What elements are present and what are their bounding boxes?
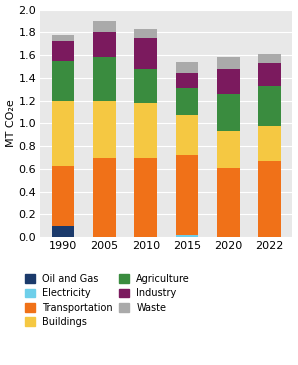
Bar — [52, 35, 74, 42]
Bar — [217, 94, 240, 131]
Bar — [176, 88, 198, 115]
Bar — [217, 131, 240, 168]
Bar — [217, 69, 240, 94]
Bar — [258, 54, 281, 63]
Bar — [134, 103, 157, 158]
Bar — [258, 126, 281, 161]
Bar — [258, 86, 281, 126]
Bar — [176, 235, 198, 237]
Bar — [217, 168, 240, 237]
Bar — [93, 21, 116, 32]
Bar — [93, 32, 116, 57]
Bar — [134, 158, 157, 237]
Y-axis label: MT CO₂e: MT CO₂e — [6, 100, 15, 147]
Bar — [93, 57, 116, 101]
Bar — [217, 57, 240, 69]
Bar — [93, 101, 116, 158]
Bar — [52, 165, 74, 226]
Bar — [258, 63, 281, 86]
Legend: Oil and Gas, Electricity, Transportation, Buildings, Agriculture, Industry, Wast: Oil and Gas, Electricity, Transportation… — [25, 274, 190, 327]
Bar — [52, 61, 74, 101]
Bar — [176, 62, 198, 73]
Bar — [93, 158, 116, 237]
Bar — [52, 226, 74, 237]
Bar — [176, 155, 198, 235]
Bar — [176, 115, 198, 155]
Bar — [258, 161, 281, 237]
Bar — [176, 73, 198, 88]
Bar — [52, 42, 74, 61]
Bar — [134, 69, 157, 103]
Bar — [134, 29, 157, 38]
Bar — [52, 101, 74, 165]
Bar — [134, 38, 157, 69]
